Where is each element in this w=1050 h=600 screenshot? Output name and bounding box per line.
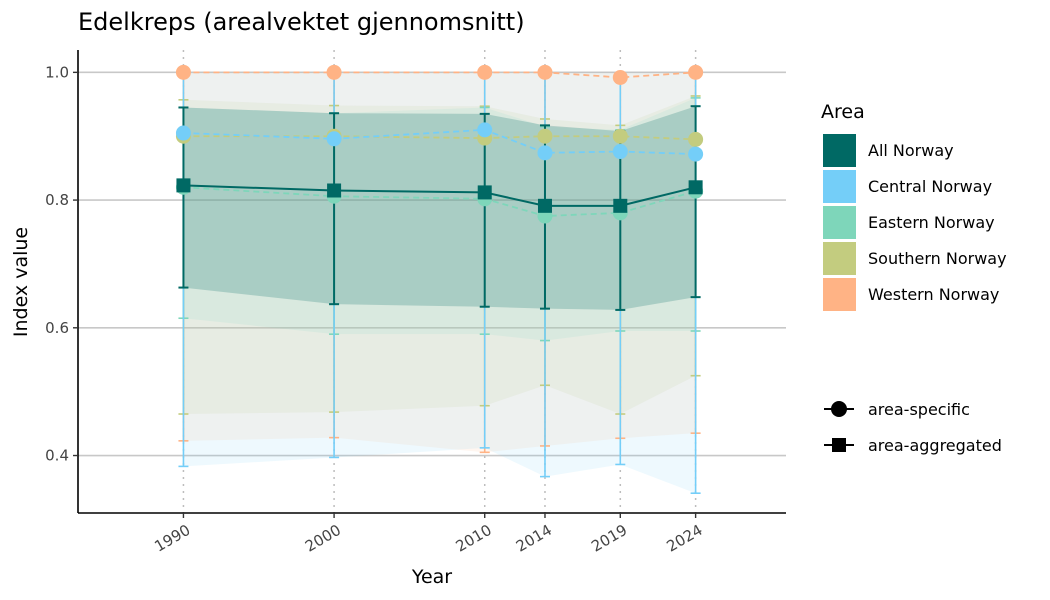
data-point-western-norway [537,64,553,80]
y-tick-label: 0.8 [45,191,69,209]
plot-area: 0.4 0.6 0.8 1.0 1990 2000 2010 2014 2019 2024 [45,50,786,556]
data-point-central-norway [175,125,191,141]
ribbon-western-norway [183,72,696,453]
data-point-central-norway [477,122,493,138]
series-line-all-norway [183,184,696,207]
x-tick-label: 2010 [453,521,495,556]
legend-label-all-norway: All Norway [868,141,954,160]
data-point-western-norway [688,64,704,80]
legend-swatch-western-norway [823,278,856,311]
legend: Area All Norway Central Norway Eastern Nor… [821,101,1007,455]
legend-swatch-all-norway [823,134,856,167]
legend-swatch-southern-norway [823,242,856,275]
series-line-eastern-norway [183,186,696,217]
data-point-western-norway [326,64,342,80]
data-point-western-norway [477,64,493,80]
legend-label-central-norway: Central Norway [868,177,992,196]
legend-square-icon [832,438,846,452]
legend-title: Area [821,101,865,123]
y-tick-label: 0.6 [45,319,69,337]
ribbon-eastern-norway [183,97,696,341]
y-tick-label: 0.4 [45,447,69,465]
data-point-all-norway [688,180,703,195]
data-point-southern-norway [612,128,628,144]
data-point-all-norway [477,185,492,200]
ribbon-central-norway [183,72,696,494]
x-tick-label: 1990 [151,521,193,556]
legend-shape-label: area-aggregated [868,436,1002,455]
x-tick-label: 2000 [302,521,344,556]
legend-circle-icon [831,401,847,417]
series-line-southern-norway [183,135,696,141]
legend-shape-label: area-specific [868,400,970,419]
series-line-central-norway [183,128,696,155]
legend-label-western-norway: Western Norway [868,285,999,304]
data-point-southern-norway [537,128,553,144]
legend-label-southern-norway: Southern Norway [868,249,1007,268]
data-point-all-norway [537,198,552,213]
data-point-southern-norway [688,131,704,147]
data-point-western-norway [612,69,628,85]
legend-label-eastern-norway: Eastern Norway [868,213,995,232]
data-point-central-norway [688,146,704,162]
legend-swatch-eastern-norway [823,206,856,239]
data-point-central-norway [612,144,628,160]
data-point-western-norway [175,64,191,80]
y-axis-title: Index value [10,227,32,337]
legend-swatch-central-norway [823,170,856,203]
x-axis-title: Year [411,566,452,588]
data-point-all-norway [176,178,191,193]
data-point-all-norway [613,198,628,213]
data-point-central-norway [537,145,553,161]
data-point-central-norway [326,131,342,147]
x-tick-label: 2024 [664,521,706,556]
x-tick-label: 2014 [513,521,555,556]
data-point-all-norway [327,183,342,198]
ribbon-southern-norway [183,95,696,415]
y-tick-label: 1.0 [45,63,69,81]
series-line-western-norway [183,71,696,79]
ribbon-all-norway [183,106,696,310]
x-tick-label: 2019 [588,521,630,556]
chart-title: Edelkreps (arealvektet gjennomsnitt) [78,8,525,36]
